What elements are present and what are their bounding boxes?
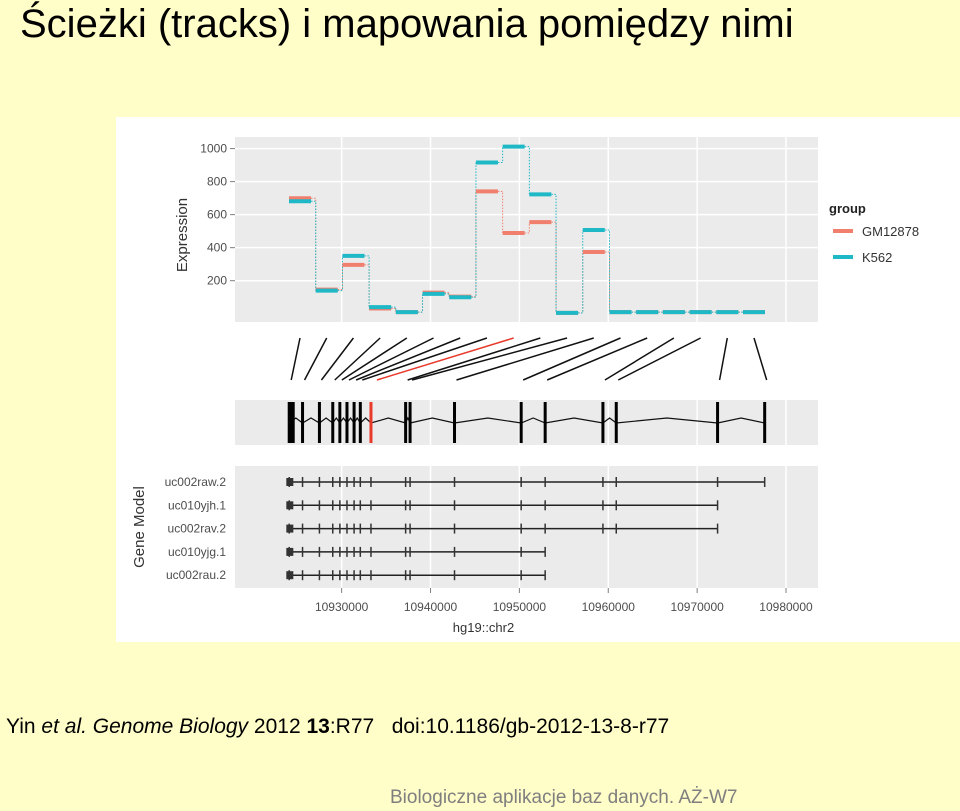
- intron-line: [288, 416, 765, 425]
- y-tick-label: 600: [207, 208, 227, 222]
- transcript-label: uc002rav.2: [168, 522, 227, 536]
- exon: [453, 402, 457, 443]
- transcript-label: uc010yjh.1: [168, 498, 226, 512]
- mapping-line: [617, 337, 701, 381]
- x-tick-label: 10980000: [759, 600, 813, 614]
- citation: Yin et al. Genome Biology 2012 13:R77 do…: [6, 715, 669, 739]
- mapping-line: [456, 337, 594, 381]
- mapping-line: [376, 337, 514, 381]
- doi: doi:10.1186/gb-2012-13-8-r77: [391, 715, 670, 738]
- transcript-label: uc010yjg.1: [168, 545, 226, 559]
- y-tick-label: 1000: [200, 142, 227, 156]
- exon: [543, 402, 547, 443]
- y-axis-label: Gene Model: [131, 486, 148, 568]
- y-tick-label: 400: [207, 241, 227, 255]
- exon: [408, 402, 412, 443]
- x-tick-label: 10930000: [315, 600, 369, 614]
- step-connector: [337, 255, 343, 292]
- mapping-line: [522, 337, 621, 381]
- mapping-line: [341, 337, 408, 381]
- mapping-line: [290, 337, 301, 381]
- exon: [519, 402, 523, 443]
- exon: [317, 402, 321, 443]
- mapping-line: [753, 337, 768, 381]
- y-axis-label: Expression: [174, 198, 191, 272]
- panel: [235, 466, 818, 588]
- step-connector: [497, 146, 504, 163]
- exon: [352, 402, 356, 443]
- x-axis-label: hg19::chr2: [453, 620, 514, 635]
- exon: [763, 402, 767, 443]
- mapping-line: [718, 337, 729, 381]
- exon: [345, 402, 349, 443]
- mapping-line: [334, 337, 381, 381]
- legend-label: GM12878: [862, 224, 919, 239]
- transcript-label: uc002rau.2: [166, 568, 226, 582]
- exon: [358, 402, 362, 443]
- x-tick-label: 10960000: [582, 600, 636, 614]
- mapping-line: [320, 337, 355, 381]
- journal: Genome Biology: [92, 715, 249, 738]
- legend-label: K562: [862, 250, 892, 265]
- y-tick-label: 800: [207, 175, 227, 189]
- exon: [601, 402, 605, 443]
- mapping-line: [362, 337, 488, 381]
- panel: [235, 137, 818, 322]
- exon: [404, 402, 408, 443]
- slide-title: Ścieżki (tracks) i mapowania pomiędzy ni…: [20, 2, 794, 46]
- footer: Biologiczne aplikacje baz danych. AŻ-W7: [390, 787, 738, 808]
- exon: [369, 402, 373, 443]
- mapping-line: [355, 337, 461, 381]
- x-tick-label: 10940000: [404, 600, 458, 614]
- step-connector: [311, 200, 317, 291]
- mapping-line: [303, 337, 328, 381]
- etal: et al.: [41, 715, 87, 738]
- volume: 13: [306, 715, 330, 738]
- exon: [287, 402, 295, 443]
- mapping-line: [348, 337, 434, 381]
- exon: [716, 402, 720, 443]
- exon: [301, 402, 305, 443]
- mapping-line: [546, 337, 648, 381]
- author: Yin: [6, 715, 36, 738]
- y-tick-label: 200: [207, 274, 227, 288]
- article: :R77: [329, 715, 375, 738]
- mapping-line: [411, 337, 568, 381]
- exon: [331, 402, 335, 443]
- panel: [235, 400, 818, 445]
- exon: [338, 402, 342, 443]
- x-tick-label: 10950000: [493, 600, 547, 614]
- legend-title: group: [829, 201, 866, 216]
- transcript-label: uc002raw.2: [165, 475, 227, 489]
- exon: [614, 402, 618, 443]
- x-tick-label: 10970000: [670, 600, 724, 614]
- step-connector: [524, 146, 530, 195]
- mapping-line: [604, 337, 675, 381]
- year: 2012: [253, 715, 301, 738]
- mapping-line: [407, 337, 541, 381]
